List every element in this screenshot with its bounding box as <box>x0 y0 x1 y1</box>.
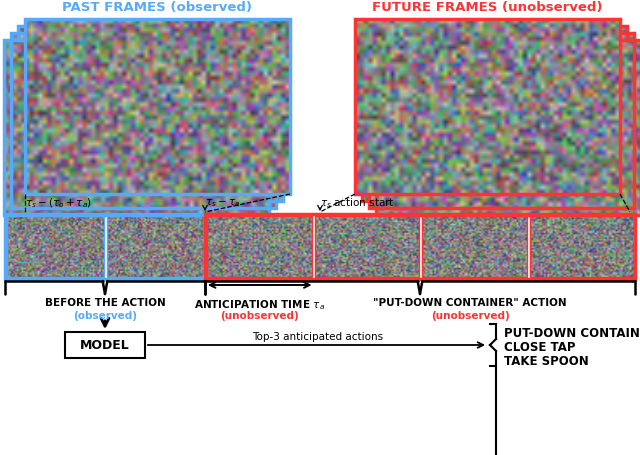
Bar <box>4 41 269 216</box>
Bar <box>11 34 276 208</box>
Bar <box>7 217 104 278</box>
Text: Top-3 anticipated actions: Top-3 anticipated actions <box>252 331 383 341</box>
Text: (unobserved): (unobserved) <box>220 310 299 320</box>
Text: CLOSE TAP: CLOSE TAP <box>504 341 575 354</box>
Bar <box>207 217 312 278</box>
Bar <box>362 27 627 202</box>
Text: TAKE SPOON: TAKE SPOON <box>504 355 589 368</box>
Text: ANTICIPATION TIME $\tau_a$: ANTICIPATION TIME $\tau_a$ <box>195 298 325 311</box>
Text: (unobserved): (unobserved) <box>431 310 509 320</box>
Bar <box>529 217 634 278</box>
Bar <box>422 217 527 278</box>
Text: FUTURE FRAMES (unobserved): FUTURE FRAMES (unobserved) <box>372 1 603 14</box>
Bar <box>65 332 145 358</box>
Bar <box>107 217 204 278</box>
Bar <box>376 41 640 216</box>
Bar <box>314 217 419 278</box>
Bar <box>5 214 205 279</box>
Bar <box>369 34 634 208</box>
Bar <box>205 214 635 279</box>
Text: PUT-DOWN CONTAINER: PUT-DOWN CONTAINER <box>504 327 640 340</box>
Text: (observed): (observed) <box>73 310 137 320</box>
Bar <box>355 20 620 195</box>
Bar <box>18 27 283 202</box>
Text: MODEL: MODEL <box>80 339 130 352</box>
Bar <box>25 20 290 195</box>
Text: $\tau_s-(\tau_o+\tau_a)$: $\tau_s-(\tau_o+\tau_a)$ <box>25 196 92 209</box>
Text: $\tau_s$ action start: $\tau_s$ action start <box>320 196 395 209</box>
Text: BEFORE THE ACTION: BEFORE THE ACTION <box>45 298 165 307</box>
Text: "PUT-DOWN CONTAINER" ACTION: "PUT-DOWN CONTAINER" ACTION <box>373 298 567 307</box>
Text: PAST FRAMES (observed): PAST FRAMES (observed) <box>63 1 253 14</box>
Text: $\tau_s-\tau_a$: $\tau_s-\tau_a$ <box>205 197 240 208</box>
